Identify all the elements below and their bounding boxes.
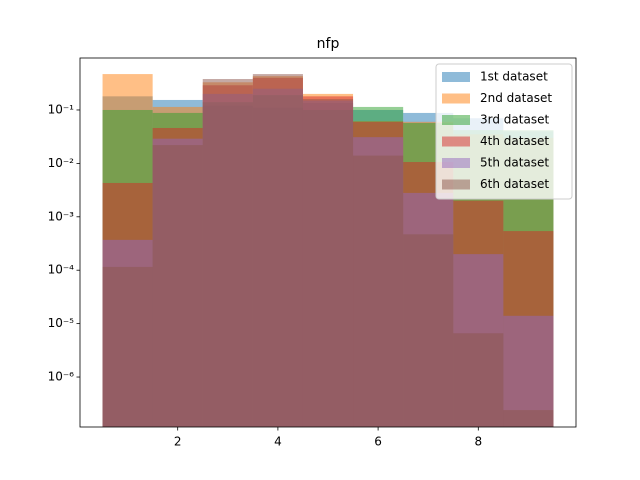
y-tick-label: 10⁻⁶ bbox=[48, 370, 75, 384]
histogram-bar bbox=[252, 74, 303, 427]
legend-swatch bbox=[442, 179, 470, 190]
legend-label: 6th dataset bbox=[480, 177, 549, 191]
histogram-bar bbox=[403, 234, 454, 427]
legend-label: 2nd dataset bbox=[480, 91, 552, 105]
x-tick-label: 8 bbox=[474, 435, 482, 449]
x-tick-label: 2 bbox=[174, 435, 182, 449]
legend-swatch bbox=[442, 93, 470, 104]
y-tick-label: 10⁻¹ bbox=[48, 102, 75, 116]
histogram-bar bbox=[503, 410, 554, 427]
histogram-bar bbox=[302, 99, 354, 427]
legend-label: 3rd dataset bbox=[480, 113, 549, 127]
x-tick-label: 6 bbox=[374, 435, 382, 449]
histogram-bar bbox=[353, 155, 404, 427]
histogram-bar bbox=[152, 145, 203, 427]
histogram-bar bbox=[202, 79, 253, 427]
legend-label: 5th dataset bbox=[480, 156, 549, 170]
legend-swatch bbox=[442, 158, 470, 168]
legend-label: 4th dataset bbox=[480, 134, 549, 148]
y-tick-label: 10⁻⁵ bbox=[48, 316, 75, 330]
y-tick-label: 10⁻² bbox=[48, 156, 75, 170]
legend-swatch bbox=[442, 72, 470, 82]
chart-title: nfp bbox=[317, 36, 340, 52]
plot-frame bbox=[79, 57, 577, 428]
y-tick-label: 10⁻³ bbox=[48, 209, 75, 223]
histogram-bar bbox=[453, 333, 504, 427]
y-tick-label: 10⁻⁴ bbox=[48, 263, 75, 277]
legend-label: 1st dataset bbox=[480, 70, 548, 84]
x-tick-label: 4 bbox=[274, 435, 282, 449]
histogram-bar bbox=[503, 315, 554, 427]
legend-swatch bbox=[442, 136, 470, 147]
legend-swatch bbox=[442, 115, 470, 125]
histogram-bar bbox=[102, 266, 153, 427]
